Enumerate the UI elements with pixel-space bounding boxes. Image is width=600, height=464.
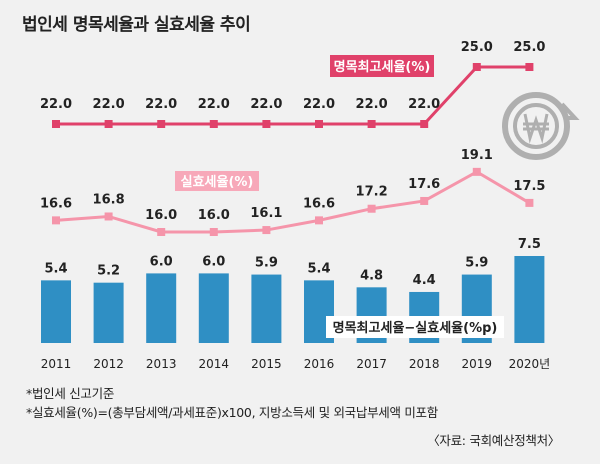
source-note: 〈자료: 국회예산정책처〉 xyxy=(427,433,560,448)
effective-rate-point xyxy=(472,167,481,176)
nominal-value-label: 22.0 xyxy=(303,97,335,112)
bar-value-label: 5.4 xyxy=(307,261,330,276)
nominal-series-label: 명목최고세율(%) xyxy=(330,55,434,77)
gap-series-label-box xyxy=(326,316,504,338)
footnote: *법인세 신고기준 xyxy=(26,386,115,401)
nominal-rate-point xyxy=(420,120,429,128)
nominal-value-label: 22.0 xyxy=(93,97,125,112)
x-tick-label: 2020년 xyxy=(509,357,551,371)
effective-series-label-text: 실효세율(%) xyxy=(181,174,254,190)
bar-value-label: 4.8 xyxy=(360,268,383,283)
effective-value-label: 16.8 xyxy=(93,192,125,207)
effective-rate-point xyxy=(104,212,113,221)
nominal-rate-point xyxy=(525,63,534,71)
bar-value-label: 5.2 xyxy=(97,264,120,279)
effective-value-label: 16.1 xyxy=(250,206,282,221)
nominal-rate-point xyxy=(472,63,481,71)
effective-value-label: 16.6 xyxy=(40,196,72,211)
effective-rate-point xyxy=(367,204,376,213)
bar-value-label: 4.4 xyxy=(413,273,436,288)
bar xyxy=(41,280,71,343)
nominal-value-label: 22.0 xyxy=(198,97,230,112)
x-tick-label: 2019 xyxy=(462,357,493,371)
effective-rate-point xyxy=(262,226,271,235)
bar-value-label: 6.0 xyxy=(150,254,173,269)
bar xyxy=(93,282,124,343)
chart-title: 법인세 명목세율과 실효세율 추이 xyxy=(22,15,251,35)
x-tick-label: 2012 xyxy=(93,357,124,371)
effective-series-label-box xyxy=(175,171,259,191)
bar-value-label: 7.5 xyxy=(518,237,541,252)
nominal-value-label: 22.0 xyxy=(408,97,440,112)
effective-value-label: 17.5 xyxy=(513,179,545,194)
effective-rate-point xyxy=(209,228,218,236)
effective-rate-point xyxy=(420,196,429,205)
effective-rate-line xyxy=(55,170,531,234)
x-tick-label: 2016 xyxy=(304,357,335,371)
x-tick-label: 2017 xyxy=(356,357,387,371)
effective-rate-point xyxy=(52,216,60,225)
bar-value-label: 5.9 xyxy=(255,256,278,271)
effective-value-label: 16.6 xyxy=(303,196,335,211)
nominal-rate-point xyxy=(157,120,166,128)
chart-plot: 5.4 2011 5.2 2012 6.0 2013 6.0 2014 5.9 2015 5.4 20… xyxy=(40,40,580,371)
bar-value-label: 6.0 xyxy=(202,254,225,269)
footnotes: *법인세 신고기준 *실효세율(%)=(총부담세액/과세표준)x100, 지방소… xyxy=(26,384,438,422)
gap-series-label: 명목최고세율−실효세율(%p) xyxy=(326,316,504,338)
bar-value-label: 5.4 xyxy=(44,261,67,276)
x-tick-label: 2018 xyxy=(409,357,440,371)
nominal-rate-point xyxy=(262,120,271,128)
effective-value-label: 17.2 xyxy=(356,185,388,200)
x-tick-label: 2013 xyxy=(146,357,177,371)
nominal-value-label: 22.0 xyxy=(356,97,388,112)
nominal-rate-point xyxy=(209,120,218,128)
effective-value-label: 19.1 xyxy=(461,148,493,163)
effective-value-label: 16.0 xyxy=(145,208,177,223)
x-tick-label: 2011 xyxy=(41,357,72,371)
nominal-series-label-text: 명목최고세율(%) xyxy=(334,59,431,75)
nominal-rate-line xyxy=(56,65,530,126)
bar xyxy=(198,273,229,343)
effective-rate-point xyxy=(525,198,534,207)
nominal-rate-point xyxy=(315,120,323,128)
won-currency-icon xyxy=(502,92,580,160)
nominal-value-label: 22.0 xyxy=(40,97,72,112)
nominal-rate-point xyxy=(52,120,60,128)
effective-rate-point xyxy=(157,228,166,236)
nominal-series-label-box xyxy=(330,55,434,77)
effective-series-label: 실효세율(%) xyxy=(175,171,259,191)
nominal-rate-point xyxy=(367,120,376,128)
effective-value-label: 17.6 xyxy=(408,177,440,192)
nominal-rate-point xyxy=(104,120,113,128)
bar-value-label: 5.9 xyxy=(465,256,488,271)
nominal-value-label: 22.0 xyxy=(250,97,282,112)
bar xyxy=(514,256,545,343)
nominal-value-label: 22.0 xyxy=(145,97,177,112)
footnote: *실효세율(%)=(총부담세액/과세표준)x100, 지방소득세 및 외국납부세… xyxy=(26,405,438,420)
nominal-value-label: 25.0 xyxy=(461,40,493,55)
x-tick-label: 2014 xyxy=(199,357,230,371)
bar xyxy=(146,273,177,343)
bar xyxy=(251,274,282,343)
effective-value-label: 16.0 xyxy=(198,208,230,223)
x-tick-label: 2015 xyxy=(251,357,282,371)
gap-series-label-text: 명목최고세율−실효세율(%p) xyxy=(333,320,498,336)
nominal-value-label: 25.0 xyxy=(513,40,545,55)
effective-rate-point xyxy=(315,216,323,225)
